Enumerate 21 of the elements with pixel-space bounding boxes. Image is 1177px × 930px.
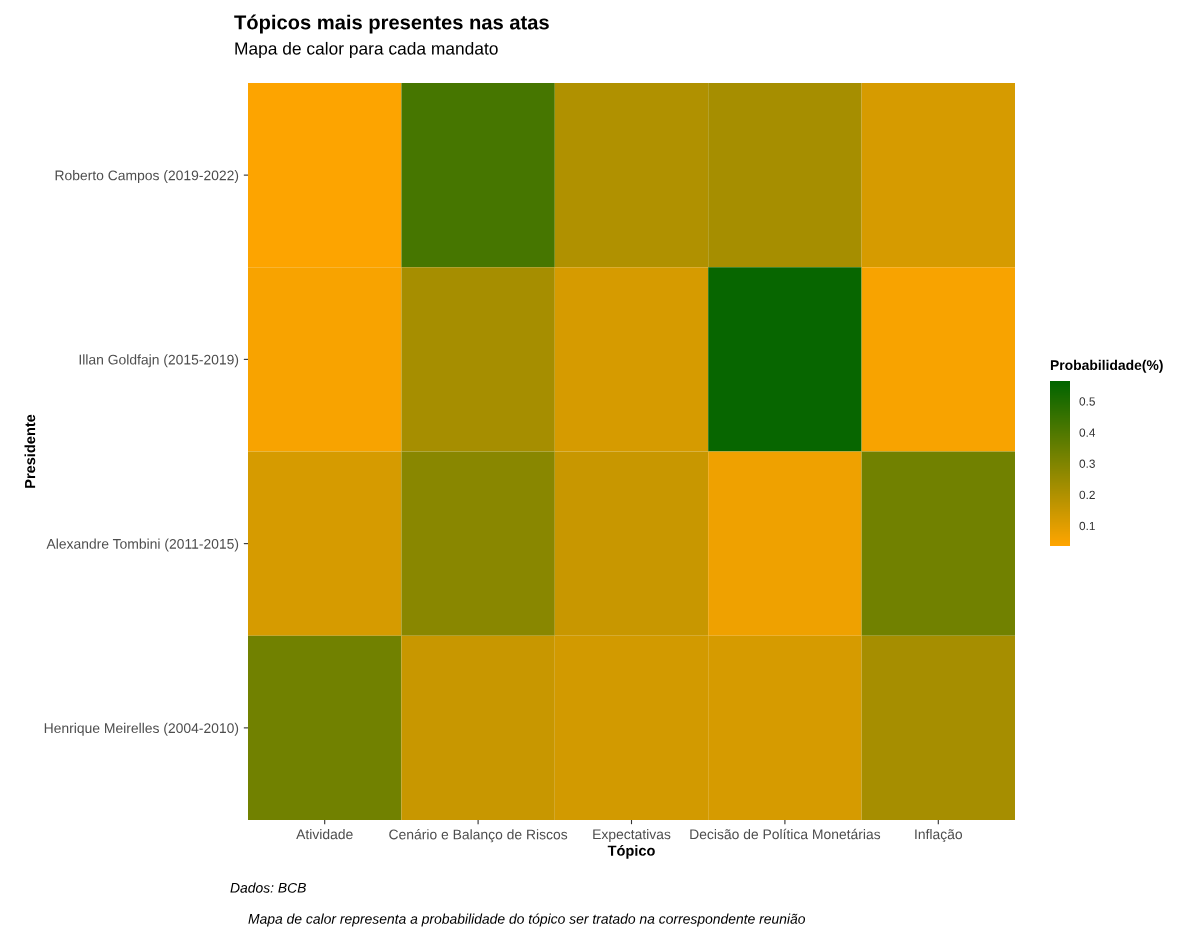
y-tick-label: Henrique Meirelles (2004-2010) bbox=[44, 722, 239, 736]
x-tick-label: Decisão de Política Monetárias bbox=[690, 828, 881, 840]
y-axis-title: Presidente bbox=[24, 414, 36, 488]
color-bar-label: 0.3 bbox=[1079, 459, 1095, 468]
color-bar-label: 0.1 bbox=[1079, 521, 1095, 531]
y-tick-label: Illan Goldfajn (2015-2019) bbox=[79, 354, 239, 368]
x-tick-label: Cenário e Balanço de Riscos bbox=[389, 829, 568, 843]
color-bar-label: 0.4 bbox=[1079, 428, 1096, 437]
color-bar-label: 0.5 bbox=[1079, 397, 1095, 406]
x-tick-label: Inflação bbox=[915, 829, 963, 843]
chart-title: Tópicos mais presentes nas atas bbox=[234, 14, 549, 34]
text: Mapa de calor representa a probabilidade do tópico ser tratado na correspondente reunião bbox=[248, 913, 806, 927]
y-tick-label: Alexandre Tombini (2011-2015) bbox=[46, 538, 239, 552]
x-axis-title: Tópico bbox=[607, 844, 655, 859]
color-bar-title: Probabilidade(%) bbox=[1050, 359, 1163, 373]
y-tick-label: Roberto Campos (2019-2022) bbox=[55, 170, 239, 184]
x-tick-label: Expectativas bbox=[593, 829, 671, 842]
chart-subtitle: Mapa de calor para cada mandato bbox=[235, 41, 498, 59]
text: Dados: BCB bbox=[230, 882, 306, 893]
color-bar-label: 0.2 bbox=[1079, 490, 1095, 500]
x-tick-label: Atividade bbox=[296, 829, 353, 840]
